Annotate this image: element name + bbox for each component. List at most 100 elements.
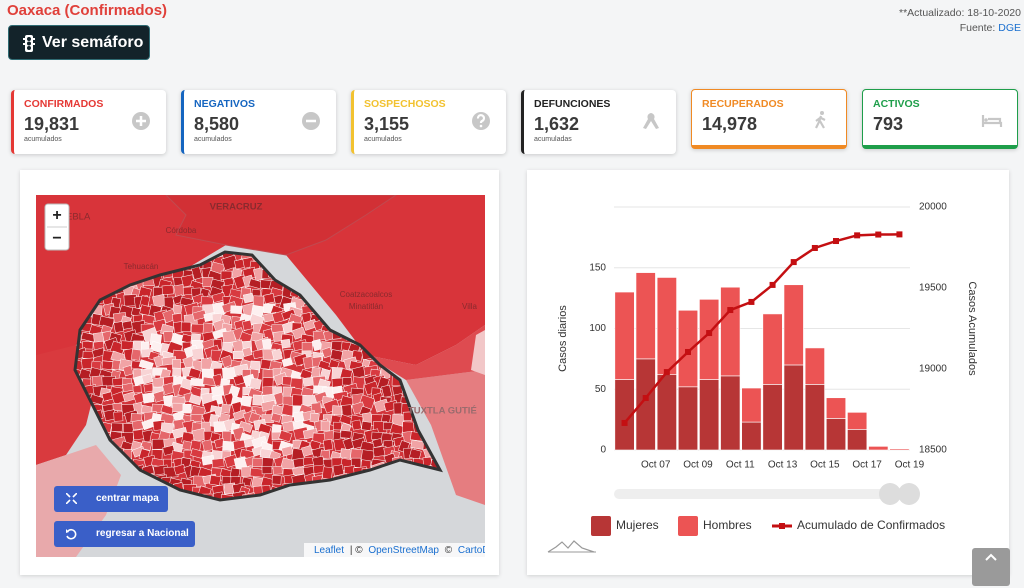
municipality <box>192 309 207 321</box>
municipality <box>330 349 344 361</box>
place-label: EBLA <box>66 212 91 223</box>
stat-card: NEGATIVOS 8,580 acumulados <box>181 90 336 154</box>
municipality <box>172 359 181 369</box>
municipality <box>182 404 192 414</box>
zoom-out[interactable]: − <box>52 230 61 247</box>
attr-link[interactable]: CartoDB <box>458 545 485 556</box>
card-label: NEGATIVOS <box>194 98 256 110</box>
municipality <box>282 376 292 386</box>
municipality <box>188 367 202 380</box>
icon <box>66 493 77 504</box>
card-value: 1,632 <box>534 114 580 134</box>
municipality <box>222 440 235 452</box>
traffic-light-icon <box>23 35 35 52</box>
municipality <box>121 320 133 330</box>
municipality <box>172 402 185 412</box>
zoom-control: + − <box>44 203 70 251</box>
municipality <box>141 313 156 325</box>
attr-link[interactable]: Leaflet <box>314 545 344 556</box>
municipality <box>142 392 155 404</box>
attr-sep: © <box>445 545 453 556</box>
icon-shape <box>984 118 988 122</box>
rect <box>23 38 25 40</box>
path <box>66 493 77 504</box>
municipality <box>341 404 353 417</box>
municipality <box>211 292 226 304</box>
place-labels: EBLA VERACRUZ Córdoba Tehuacán Coatzacoalcos… <box>66 202 478 417</box>
municipality <box>232 350 244 360</box>
region <box>165 195 397 256</box>
source-link[interactable]: DGE <box>998 22 1021 34</box>
place-label: Minatitlán <box>349 302 383 311</box>
semaforo-button[interactable]: Ver semáforo <box>8 25 150 60</box>
municipality <box>172 367 182 377</box>
municipality <box>131 419 144 431</box>
municipality <box>281 445 294 457</box>
municipality <box>138 359 154 371</box>
zoom-in[interactable]: + <box>52 207 61 224</box>
municipality <box>241 346 253 357</box>
municipality <box>152 377 165 388</box>
municipality <box>322 439 334 451</box>
card-note: acumulados <box>194 136 232 143</box>
card-note: acumulados <box>364 136 402 143</box>
path <box>66 529 69 533</box>
municipality <box>121 382 135 393</box>
source-label: Fuente: <box>959 22 996 34</box>
place-label: Villa <box>462 302 478 311</box>
national-button[interactable]: regresar a Nacional <box>54 521 195 547</box>
municipality <box>260 400 277 412</box>
stat-card: RECUPERADOS 14,978 <box>691 89 847 149</box>
municipality <box>252 457 264 468</box>
rect <box>33 43 35 45</box>
source: Fuente: DGE <box>899 21 1021 36</box>
municipality <box>342 377 352 386</box>
circle <box>27 37 31 41</box>
icon-shape <box>476 114 486 124</box>
municipality <box>278 430 293 443</box>
municipality <box>191 323 205 334</box>
municipality <box>141 373 154 385</box>
municipality <box>89 393 105 406</box>
button-label: Ver semáforo <box>42 34 144 51</box>
center-map-button[interactable]: centrar mapa <box>54 486 168 512</box>
municipality <box>280 338 291 349</box>
municipality <box>261 466 273 475</box>
municipality <box>339 448 352 459</box>
update-info: **Actualizado: 18-10-2020 Fuente: DGE <box>899 6 1021 36</box>
municipality <box>220 403 231 414</box>
attribution: Leaflet | © OpenStreetMap © CartoDB <box>314 545 485 556</box>
municipality <box>372 438 383 449</box>
municipality <box>111 422 123 433</box>
municipality <box>161 284 174 296</box>
municipality <box>190 414 203 423</box>
municipality <box>272 465 283 475</box>
municipality <box>292 457 305 468</box>
place-label: Córdoba <box>166 226 197 235</box>
municipality <box>143 383 154 393</box>
municipality <box>153 390 166 403</box>
municipality <box>320 420 330 431</box>
attr-link[interactable]: OpenStreetMap <box>368 545 439 556</box>
updated-date: **Actualizado: 18-10-2020 <box>898 7 1021 19</box>
municipality <box>113 411 124 422</box>
municipality <box>241 319 253 331</box>
region <box>471 330 485 375</box>
municipality <box>209 474 222 486</box>
rect <box>23 43 25 45</box>
card-label: SOSPECHOSOS <box>364 98 446 110</box>
stat-card: CONFIRMADOS 19,831 acumulados <box>11 90 166 154</box>
municipality <box>82 341 94 350</box>
municipality <box>132 385 142 394</box>
municipality <box>381 384 393 398</box>
attr-sep: | © <box>350 545 363 556</box>
card-icon <box>815 111 826 129</box>
card-icon <box>132 112 150 130</box>
card-label: RECUPERADOS <box>702 98 784 110</box>
municipality <box>188 394 203 406</box>
card-value: 8,580 <box>194 114 240 134</box>
municipality <box>271 423 282 434</box>
path <box>66 528 77 540</box>
municipality <box>351 419 362 431</box>
